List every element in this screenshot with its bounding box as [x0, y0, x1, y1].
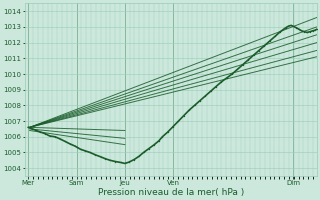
- X-axis label: Pression niveau de la mer( hPa ): Pression niveau de la mer( hPa ): [98, 188, 244, 197]
